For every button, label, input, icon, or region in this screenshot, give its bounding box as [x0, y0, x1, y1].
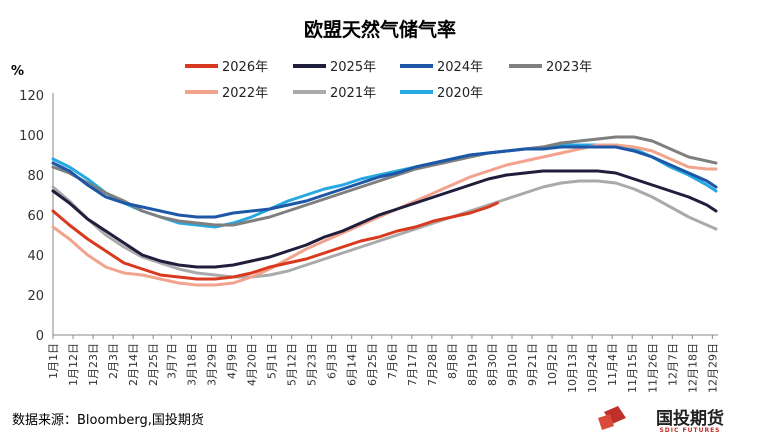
- chart-legend: 2026年 2025年 2024年 2023年 2022年 2021年 2020年: [185, 60, 592, 101]
- y-tick-label: 120: [19, 89, 44, 104]
- x-tick-label: 1月1日: [47, 343, 60, 379]
- x-tick-label: 4月20日: [246, 343, 259, 386]
- x-tick-label: 1月23日: [87, 343, 100, 386]
- x-tick-label: 10月24日: [586, 343, 599, 393]
- y-tick-label: 0: [36, 329, 44, 344]
- legend-label: 2023年: [546, 60, 592, 75]
- series-line-2026年: [51, 201, 499, 281]
- x-tick-label: 10月2日: [546, 343, 559, 386]
- brand-logo-icon: [598, 406, 626, 430]
- series-line-2024年: [51, 145, 718, 219]
- y-axis: 0 20 40 60 80 100 120: [19, 89, 54, 344]
- legend-label: 2020年: [437, 86, 483, 101]
- series-line-2021年: [51, 179, 718, 279]
- x-tick-label: 3月18日: [185, 343, 198, 386]
- legend-label: 2026年: [222, 60, 268, 75]
- legend-label: 2021年: [330, 86, 376, 101]
- x-tick-label: 9月21日: [526, 343, 539, 386]
- x-tick-label: 2月3日: [107, 343, 120, 379]
- x-tick-label: 7月17日: [406, 343, 419, 386]
- y-tick-label: 40: [27, 249, 44, 264]
- legend-label: 2022年: [222, 86, 268, 101]
- legend-label: 2025年: [330, 60, 376, 75]
- plot-area: [51, 135, 718, 287]
- x-tick-label: 12月18日: [686, 343, 699, 393]
- y-tick-label: 80: [27, 169, 44, 184]
- x-tick-label: 5月1日: [266, 343, 279, 379]
- y-tick-label: 100: [19, 129, 44, 144]
- x-tick-label: 4月9日: [226, 343, 239, 379]
- y-axis-unit-label: %: [11, 64, 24, 79]
- x-axis: 1月1日 1月12日 1月23日 2月3日 2月14日 2月25日 3月7日 3月18日 3月2…: [47, 334, 719, 393]
- x-tick-label: 12月29日: [706, 343, 719, 393]
- brand-name: 国投期货: [656, 408, 724, 429]
- x-tick-label: 8月30日: [486, 343, 499, 386]
- legend-label: 2024年: [437, 60, 483, 75]
- brand-subtitle: SDIC FUTURES: [659, 427, 720, 434]
- series-line-2025年: [51, 169, 718, 269]
- y-tick-label: 20: [27, 289, 44, 304]
- x-tick-label: 12月7日: [666, 343, 679, 386]
- x-tick-label: 1月12日: [67, 343, 80, 386]
- x-tick-label: 8月19日: [466, 343, 479, 386]
- x-tick-label: 7月28日: [426, 343, 439, 386]
- x-tick-label: 3月29日: [205, 343, 218, 386]
- x-tick-label: 6月25日: [366, 343, 379, 386]
- chart-title: 欧盟天然气储气率: [304, 18, 456, 41]
- x-tick-label: 2月14日: [127, 343, 140, 386]
- x-tick-label: 5月23日: [306, 343, 319, 386]
- brand-logo: 国投期货 SDIC FUTURES: [598, 406, 724, 434]
- x-tick-label: 10月13日: [566, 343, 579, 393]
- source-note: 数据来源：Bloomberg,国投期货: [12, 412, 204, 428]
- x-tick-label: 3月7日: [165, 343, 178, 379]
- y-tick-label: 60: [27, 209, 44, 224]
- x-tick-label: 9月10日: [506, 343, 519, 386]
- x-tick-label: 6月14日: [346, 343, 359, 386]
- x-tick-label: 6月3日: [326, 343, 339, 379]
- x-tick-label: 2月25日: [147, 343, 160, 386]
- x-tick-label: 5月12日: [286, 343, 299, 386]
- x-tick-label: 11月4日: [606, 343, 619, 386]
- x-tick-label: 11月26日: [646, 343, 659, 393]
- series-line-2023年: [51, 135, 718, 227]
- x-tick-label: 11月15日: [626, 343, 639, 393]
- x-tick-label: 8月8日: [446, 343, 459, 379]
- x-tick-label: 7月6日: [386, 343, 399, 379]
